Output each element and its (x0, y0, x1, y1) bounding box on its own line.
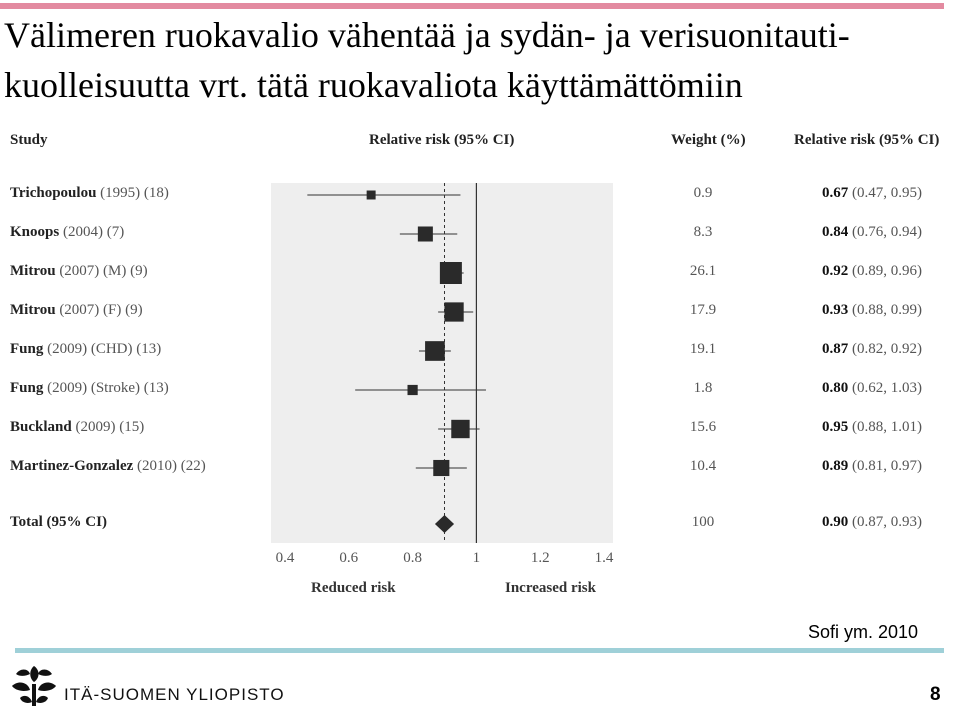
total-weight: 100 (691, 514, 715, 530)
point-estimate-marker (407, 384, 418, 396)
point-estimate-marker (439, 262, 462, 284)
total-label: Total (95% CI) (10, 514, 107, 530)
rr-value: 0.95 (0.88, 1.01) (822, 419, 922, 436)
rr-ci: (0.76, 0.94) (848, 224, 922, 240)
total-rr: 0.90 (0.87, 0.93) (822, 514, 922, 531)
total-rr-ci: (0.87, 0.93) (848, 514, 922, 530)
bottom-accent-bar (15, 648, 944, 653)
page-number: 8 (930, 684, 941, 705)
point-estimate-marker (433, 459, 450, 477)
study-name: Martinez-Gonzalez (10, 458, 134, 474)
plot-background (271, 183, 613, 543)
rr-estimate: 0.89 (822, 458, 849, 474)
rr-estimate: 0.95 (822, 419, 849, 435)
study-ref: (2009) (15) (71, 419, 145, 435)
rr-ci: (0.88, 1.01) (848, 419, 922, 435)
point-estimate-marker (425, 341, 445, 361)
rr-value: 0.87 (0.82, 0.92) (822, 341, 922, 358)
study-ref: (2010) (22) (133, 458, 206, 474)
title-line-2: kuolleisuutta vrt. tätä ruokavaliota käy… (4, 65, 743, 105)
rr-estimate: 0.67 (822, 185, 849, 201)
study-name: Mitrou (10, 302, 56, 318)
rr-value: 0.93 (0.88, 0.99) (822, 302, 922, 319)
point-estimate-marker (451, 419, 470, 439)
rr-ci: (0.81, 0.97) (848, 458, 922, 474)
rr-ci: (0.62, 1.03) (848, 380, 922, 396)
weight-value: 15.6 (689, 419, 717, 435)
rr-estimate: 0.87 (822, 341, 849, 357)
study-label: Trichopoulou (1995) (18) (10, 185, 169, 202)
study-label: Mitrou (2007) (F) (9) (10, 302, 143, 319)
x-tick-label: 1.2 (530, 550, 550, 566)
study-label: Fung (2009) (CHD) (13) (10, 341, 161, 358)
rr-ci: (0.88, 0.99) (848, 302, 922, 318)
rr-value: 0.84 (0.76, 0.94) (822, 224, 922, 241)
plot-column-header: Relative risk (95% CI) (369, 132, 515, 148)
rr-value: 0.80 (0.62, 1.03) (822, 380, 922, 397)
rr-value: 0.92 (0.89, 0.96) (822, 263, 922, 280)
study-label: Knoops (2004) (7) (10, 224, 124, 241)
rr-estimate: 0.84 (822, 224, 849, 240)
rr-ci: (0.89, 0.96) (848, 263, 922, 279)
weight-value: 1.8 (693, 380, 713, 396)
study-ref: (2009) (Stroke) (13) (43, 380, 169, 396)
point-estimate-marker (444, 302, 464, 322)
slide-title: Välimeren ruokavalio vähentää ja sydän- … (4, 10, 850, 110)
x-tick-label: 0.4 (275, 550, 295, 566)
rr-ci: (0.47, 0.95) (848, 185, 922, 201)
study-label: Martinez-Gonzalez (2010) (22) (10, 458, 206, 475)
rr-column-header: Relative risk (95% CI) (794, 132, 940, 148)
rr-estimate: 0.93 (822, 302, 849, 318)
total-rr-estimate: 0.90 (822, 514, 849, 530)
study-name: Trichopoulou (10, 185, 97, 201)
top-accent-bar (0, 3, 944, 9)
point-estimate-marker (417, 226, 433, 242)
x-tick-label: 0.6 (339, 550, 359, 566)
study-ref: (2007) (F) (9) (55, 302, 143, 318)
weight-column-header: Weight (%) (671, 132, 746, 148)
weight-value: 10.4 (689, 458, 717, 474)
weight-value: 0.9 (693, 185, 713, 201)
weight-value: 17.9 (689, 302, 717, 318)
x-tick-label: 1 (472, 550, 481, 566)
study-label: Mitrou (2007) (M) (9) (10, 263, 148, 280)
study-name: Fung (10, 380, 44, 396)
university-logo-icon (12, 666, 56, 706)
rr-estimate: 0.80 (822, 380, 849, 396)
x-tick-label: 0.8 (403, 550, 422, 566)
reduced-risk-label: Reduced risk (311, 580, 396, 596)
rr-estimate: 0.92 (822, 263, 849, 279)
study-label: Fung (2009) (Stroke) (13) (10, 380, 169, 397)
pooled-diamond (434, 515, 455, 533)
weight-value: 19.1 (689, 341, 717, 357)
increased-risk-label: Increased risk (505, 580, 596, 596)
study-ref: (1995) (18) (96, 185, 169, 201)
rr-ci: (0.82, 0.92) (848, 341, 922, 357)
point-estimate-marker (366, 190, 376, 200)
study-label: Buckland (2009) (15) (10, 419, 144, 436)
university-name: ITÄ-SUOMEN YLIOPISTO (64, 685, 285, 704)
weight-value: 8.3 (693, 224, 713, 240)
study-column-header: Study (10, 132, 48, 148)
rr-value: 0.89 (0.81, 0.97) (822, 458, 922, 475)
study-ref: (2009) (CHD) (13) (43, 341, 162, 357)
study-ref: (2007) (M) (9) (55, 263, 148, 279)
citation: Sofi ym. 2010 (808, 622, 919, 642)
study-ref: (2004) (7) (59, 224, 125, 240)
rr-value: 0.67 (0.47, 0.95) (822, 185, 922, 202)
study-name: Buckland (10, 419, 72, 435)
title-line-1: Välimeren ruokavalio vähentää ja sydän- … (4, 15, 850, 55)
x-tick-label: 1.4 (594, 550, 614, 566)
study-name: Fung (10, 341, 44, 357)
study-name: Knoops (10, 224, 60, 240)
weight-value: 26.1 (689, 263, 717, 279)
study-name: Mitrou (10, 263, 56, 279)
